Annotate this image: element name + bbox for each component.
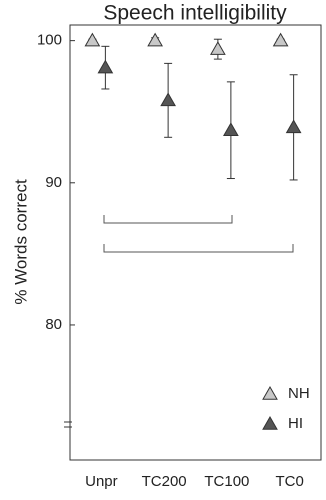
marker — [223, 122, 239, 136]
x-tick-label: TC200 — [142, 473, 187, 490]
axis-break — [64, 421, 72, 428]
bracket — [103, 215, 233, 224]
marker — [84, 32, 101, 47]
y-tick-label: 90 — [45, 174, 62, 191]
x-tick-label: TC100 — [204, 473, 249, 490]
chart-title: Speech intelligibility — [103, 2, 287, 25]
marker — [97, 59, 114, 74]
plot-frame — [69, 24, 322, 461]
y-axis-label: % Words correct — [11, 179, 30, 305]
legend-label: NH — [288, 385, 310, 402]
significance-brackets — [103, 215, 294, 253]
legend-marker — [262, 415, 278, 430]
marker — [210, 41, 226, 55]
marker — [285, 119, 302, 134]
x-tick-label: Unpr — [85, 473, 118, 490]
y-tick-label: 100 — [37, 32, 62, 49]
legend-label: HI — [288, 415, 303, 432]
marker — [160, 92, 176, 107]
y-tick-label: 80 — [45, 316, 62, 333]
bracket — [103, 244, 294, 253]
legend-marker — [262, 385, 278, 400]
marker — [147, 32, 163, 47]
marker — [272, 32, 289, 47]
x-tick-label: TC0 — [275, 473, 303, 490]
